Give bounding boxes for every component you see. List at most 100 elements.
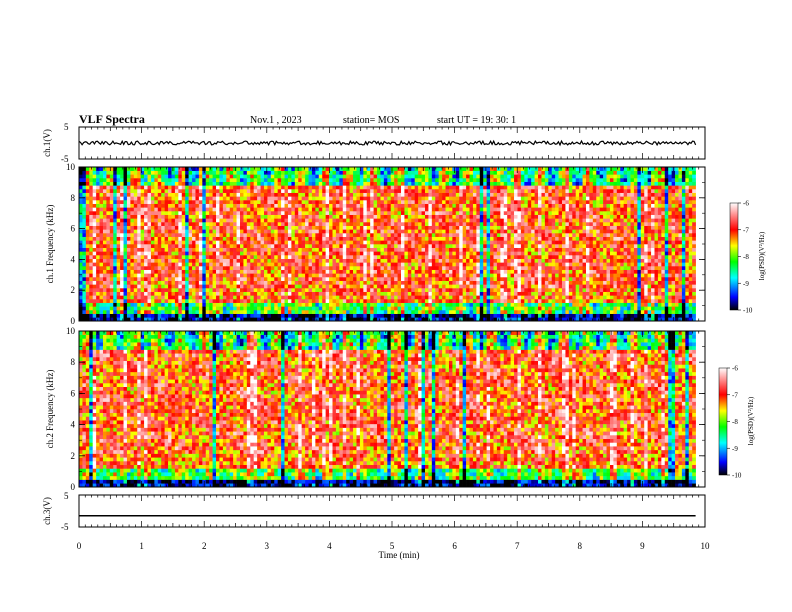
spectrogram-cell [254, 233, 258, 237]
spectrogram-cell [219, 262, 223, 266]
spectrogram-cell [158, 200, 162, 204]
spectrogram-cell [93, 310, 97, 314]
spectrogram-cell [394, 218, 398, 222]
spectrogram-cell [380, 240, 384, 244]
spectrogram-cell [404, 226, 408, 230]
spectrogram-cell [356, 284, 360, 288]
spectrogram-cell [326, 185, 330, 189]
spectrogram-cell [463, 281, 467, 285]
spectrogram-cell [336, 189, 340, 193]
spectrogram-cell [363, 226, 367, 230]
spectrogram-cell [377, 273, 381, 277]
spectrogram-cell [315, 237, 319, 241]
spectrogram-cell [319, 233, 323, 237]
spectrogram-cell [137, 182, 141, 186]
spectrogram-cell [264, 211, 268, 215]
spectrogram-cell [285, 255, 289, 259]
spectrogram-cell [315, 288, 319, 292]
spectrogram-cell [130, 215, 134, 219]
spectrogram-cell [326, 295, 330, 299]
spectrogram-cell [151, 284, 155, 288]
spectrogram-cell [250, 233, 254, 237]
spectrogram-cell [401, 222, 405, 226]
spectrogram-cell [446, 233, 450, 237]
spectrogram-cell [363, 204, 367, 208]
spectrogram-cell [439, 215, 443, 219]
spectrogram-cell [298, 193, 302, 197]
spectrogram-cell [442, 167, 446, 171]
spectrogram-cell [219, 185, 223, 189]
spectrogram-cell [89, 171, 93, 175]
spectrogram-cell [387, 237, 391, 241]
spectrogram-cell [137, 277, 141, 281]
spectrogram-cell [315, 303, 319, 307]
spectrogram-cell [401, 262, 405, 266]
spectrogram-cell [158, 196, 162, 200]
spectrogram-cell [459, 262, 463, 266]
spectrogram-cell [144, 273, 148, 277]
spectrogram-cell [250, 299, 254, 303]
spectrogram-cell [158, 284, 162, 288]
spectrogram-cell [254, 171, 258, 175]
spectrogram-cell [226, 215, 230, 219]
spectrogram-cell [312, 303, 316, 307]
spectrogram-cell [216, 229, 220, 233]
spectrogram-cell [418, 207, 422, 211]
spectrogram-cell [456, 255, 460, 259]
spectrogram-cell [274, 240, 278, 244]
spectrogram-cell [384, 273, 388, 277]
spectrogram-cell [374, 295, 378, 299]
spectrogram-cell [79, 299, 83, 303]
spectrogram-cell [356, 248, 360, 252]
spectrogram-cell [106, 314, 110, 318]
spectrogram-cell [336, 306, 340, 310]
spectrogram-cell [456, 248, 460, 252]
spectrogram-cell [298, 167, 302, 171]
spectrogram-cell [93, 266, 97, 270]
spectrogram-cell [377, 226, 381, 230]
spectrogram-cell [216, 200, 220, 204]
spectrogram-cell [394, 314, 398, 318]
spectrogram-cell [319, 171, 323, 175]
spectrogram-cell [247, 306, 251, 310]
spectrogram-cell [333, 211, 337, 215]
spectrogram-cell [295, 240, 299, 244]
spectrogram-cell [319, 215, 323, 219]
spectrogram-cell [103, 189, 107, 193]
spectrogram-cell [106, 262, 110, 266]
spectrogram-cell [346, 196, 350, 200]
spectrogram-cell [120, 185, 124, 189]
spectrogram-cell [247, 248, 251, 252]
spectrogram-cell [158, 277, 162, 281]
spectrogram-cell [144, 292, 148, 296]
spectrogram-cell [233, 284, 237, 288]
spectrogram-cell [281, 196, 285, 200]
spectrogram-cell [418, 233, 422, 237]
spectrogram-cell [278, 299, 282, 303]
spectrogram-cell [148, 248, 152, 252]
spectrogram-cell [418, 240, 422, 244]
spectrogram-cell [113, 281, 117, 285]
spectrogram-cell [302, 248, 306, 252]
spectrogram-cell [148, 211, 152, 215]
spectrogram-cell [175, 314, 179, 318]
spectrogram-cell [452, 229, 456, 233]
spectrogram-cell [391, 266, 395, 270]
spectrogram-cell [380, 200, 384, 204]
spectrogram-cell [281, 262, 285, 266]
spectrogram-cell [161, 292, 165, 296]
spectrogram-cell [298, 288, 302, 292]
spectrogram-cell [267, 233, 271, 237]
spectrogram-cell [302, 299, 306, 303]
spectrogram-cell [312, 215, 316, 219]
spectrogram-cell [285, 204, 289, 208]
spectrogram-cell [79, 255, 83, 259]
spectrogram-cell [171, 310, 175, 314]
spectrogram-cell [329, 303, 333, 307]
spectrogram-cell [130, 244, 134, 248]
spectrogram-cell [346, 182, 350, 186]
spectrogram-cell [113, 196, 117, 200]
spectrogram-cell [374, 299, 378, 303]
spectrogram-cell [267, 204, 271, 208]
spectrogram-cell [141, 207, 145, 211]
